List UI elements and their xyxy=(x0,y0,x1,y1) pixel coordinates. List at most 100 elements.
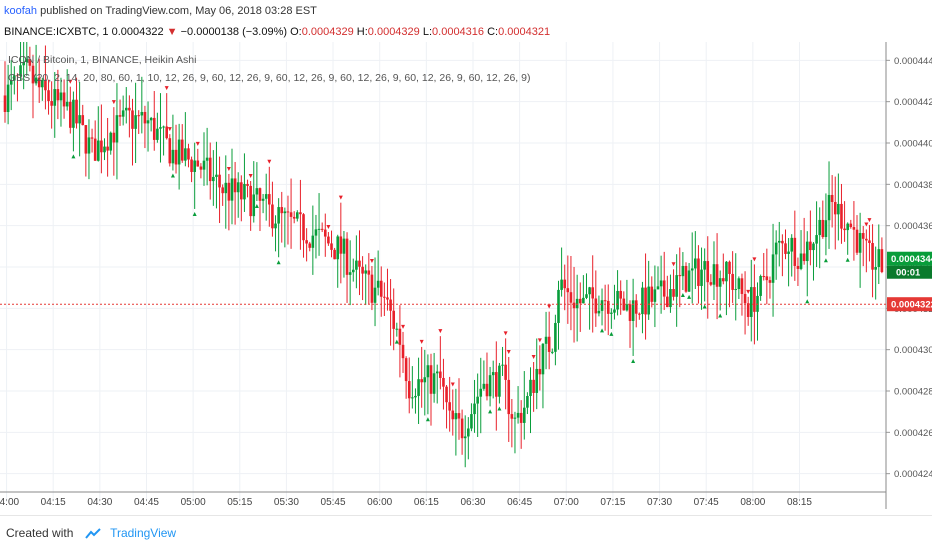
candle-body xyxy=(62,92,66,107)
candle-body xyxy=(734,289,738,291)
tradingview-link[interactable]: TradingView xyxy=(110,526,177,540)
sell-signal-marker xyxy=(864,222,869,227)
candle-body xyxy=(342,238,346,254)
candle-body xyxy=(852,227,856,230)
candle-body xyxy=(370,274,374,303)
x-tick-label: 05:00 xyxy=(181,497,206,508)
candle-body xyxy=(799,253,803,269)
price-tags: 0.0004344 00:01 0.0004322 xyxy=(0,251,932,312)
candle-body xyxy=(498,365,501,397)
candle-body xyxy=(865,238,868,241)
symbol-label[interactable]: BINANCE:ICXBTC, 1 xyxy=(4,26,109,38)
candle-body xyxy=(749,287,753,317)
candle-body xyxy=(432,373,436,394)
candle-body xyxy=(759,276,762,296)
x-tick-label: 05:45 xyxy=(321,497,346,508)
candle-body xyxy=(65,101,69,107)
sell-signal-marker xyxy=(369,259,374,264)
candle-body xyxy=(715,264,719,287)
candle-body xyxy=(28,59,32,66)
candle-body xyxy=(687,270,691,292)
candle-body xyxy=(31,65,35,84)
candle-body xyxy=(619,290,622,299)
candle-body xyxy=(566,288,570,293)
candle-body xyxy=(513,417,517,419)
candle-body xyxy=(837,203,840,215)
candle-body xyxy=(283,211,287,214)
candle-body xyxy=(72,99,75,128)
candle-body xyxy=(830,194,834,202)
candle-series xyxy=(3,42,884,468)
indicator-legend[interactable]: GBS (20, 2, 14, 20, 80, 60, 1, 10, 12, 2… xyxy=(8,72,531,84)
candle-body xyxy=(383,296,386,298)
candle-body xyxy=(134,115,137,129)
candle-body xyxy=(22,61,25,66)
series-legend[interactable]: ICON / Bitcoin, 1, BINANCE, Heikin Ashi xyxy=(8,54,197,66)
x-tick-label: 08:15 xyxy=(787,497,812,508)
candle-body xyxy=(855,229,859,253)
x-tick-label: 04:45 xyxy=(134,497,159,508)
candle-body xyxy=(880,249,884,273)
candle-body xyxy=(69,101,72,128)
candle-body xyxy=(308,243,312,248)
candle-body xyxy=(463,436,467,439)
candle-body xyxy=(815,235,818,244)
candle-body xyxy=(358,260,361,267)
candle-body xyxy=(457,413,461,419)
buy-signal-marker xyxy=(488,409,493,414)
candle-body xyxy=(84,125,88,154)
candle-body xyxy=(871,243,874,270)
indicator-price-tag: 0.0004344 xyxy=(891,254,932,265)
candle-body xyxy=(802,253,806,262)
candle-body xyxy=(140,111,144,116)
sell-signal-marker xyxy=(746,289,751,294)
author-link[interactable]: koofah xyxy=(4,5,38,17)
y-tick-label: 0.0004240 xyxy=(894,469,932,480)
candle-body xyxy=(230,178,234,201)
high-value: 0.0004329 xyxy=(367,26,420,38)
candle-body xyxy=(100,140,103,153)
candle-body xyxy=(560,279,563,290)
candle-body xyxy=(286,211,290,213)
candle-body xyxy=(544,336,548,344)
candle-body xyxy=(9,80,13,85)
x-tick-label: 05:15 xyxy=(227,497,252,508)
sell-signal-marker xyxy=(267,159,272,164)
candle-body xyxy=(628,304,632,321)
candle-body xyxy=(305,240,308,244)
x-tick-label: 04:15 xyxy=(41,497,66,508)
sell-signal-marker xyxy=(867,218,872,223)
candle-body xyxy=(445,386,448,403)
candle-body xyxy=(442,377,445,387)
candle-body xyxy=(706,261,710,283)
candle-body xyxy=(516,412,520,418)
x-tick-label: 06:45 xyxy=(507,497,532,508)
candle-body xyxy=(781,240,784,244)
candle-body xyxy=(115,115,119,143)
candle-body xyxy=(740,278,744,294)
candle-body xyxy=(725,261,728,282)
candle-body xyxy=(414,395,417,398)
buy-signal-marker xyxy=(702,304,707,309)
candle-body xyxy=(861,233,865,239)
signal-markers xyxy=(68,79,872,422)
chart-grid xyxy=(0,42,886,502)
buy-signal-marker xyxy=(631,358,636,363)
close-label: C: xyxy=(487,26,499,38)
x-tick-label: 04:30 xyxy=(87,497,112,508)
candle-body xyxy=(392,310,395,329)
candle-body xyxy=(659,280,663,287)
candle-body xyxy=(597,310,601,314)
buy-signal-marker xyxy=(276,260,281,265)
chart-background xyxy=(0,42,932,515)
candle-body xyxy=(762,276,766,278)
sell-signal-marker xyxy=(671,262,676,267)
candle-body xyxy=(510,414,514,419)
candle-body xyxy=(404,358,408,382)
candle-body xyxy=(622,298,626,311)
candle-body xyxy=(261,198,265,201)
candle-body xyxy=(690,268,694,271)
candle-body xyxy=(131,110,134,129)
